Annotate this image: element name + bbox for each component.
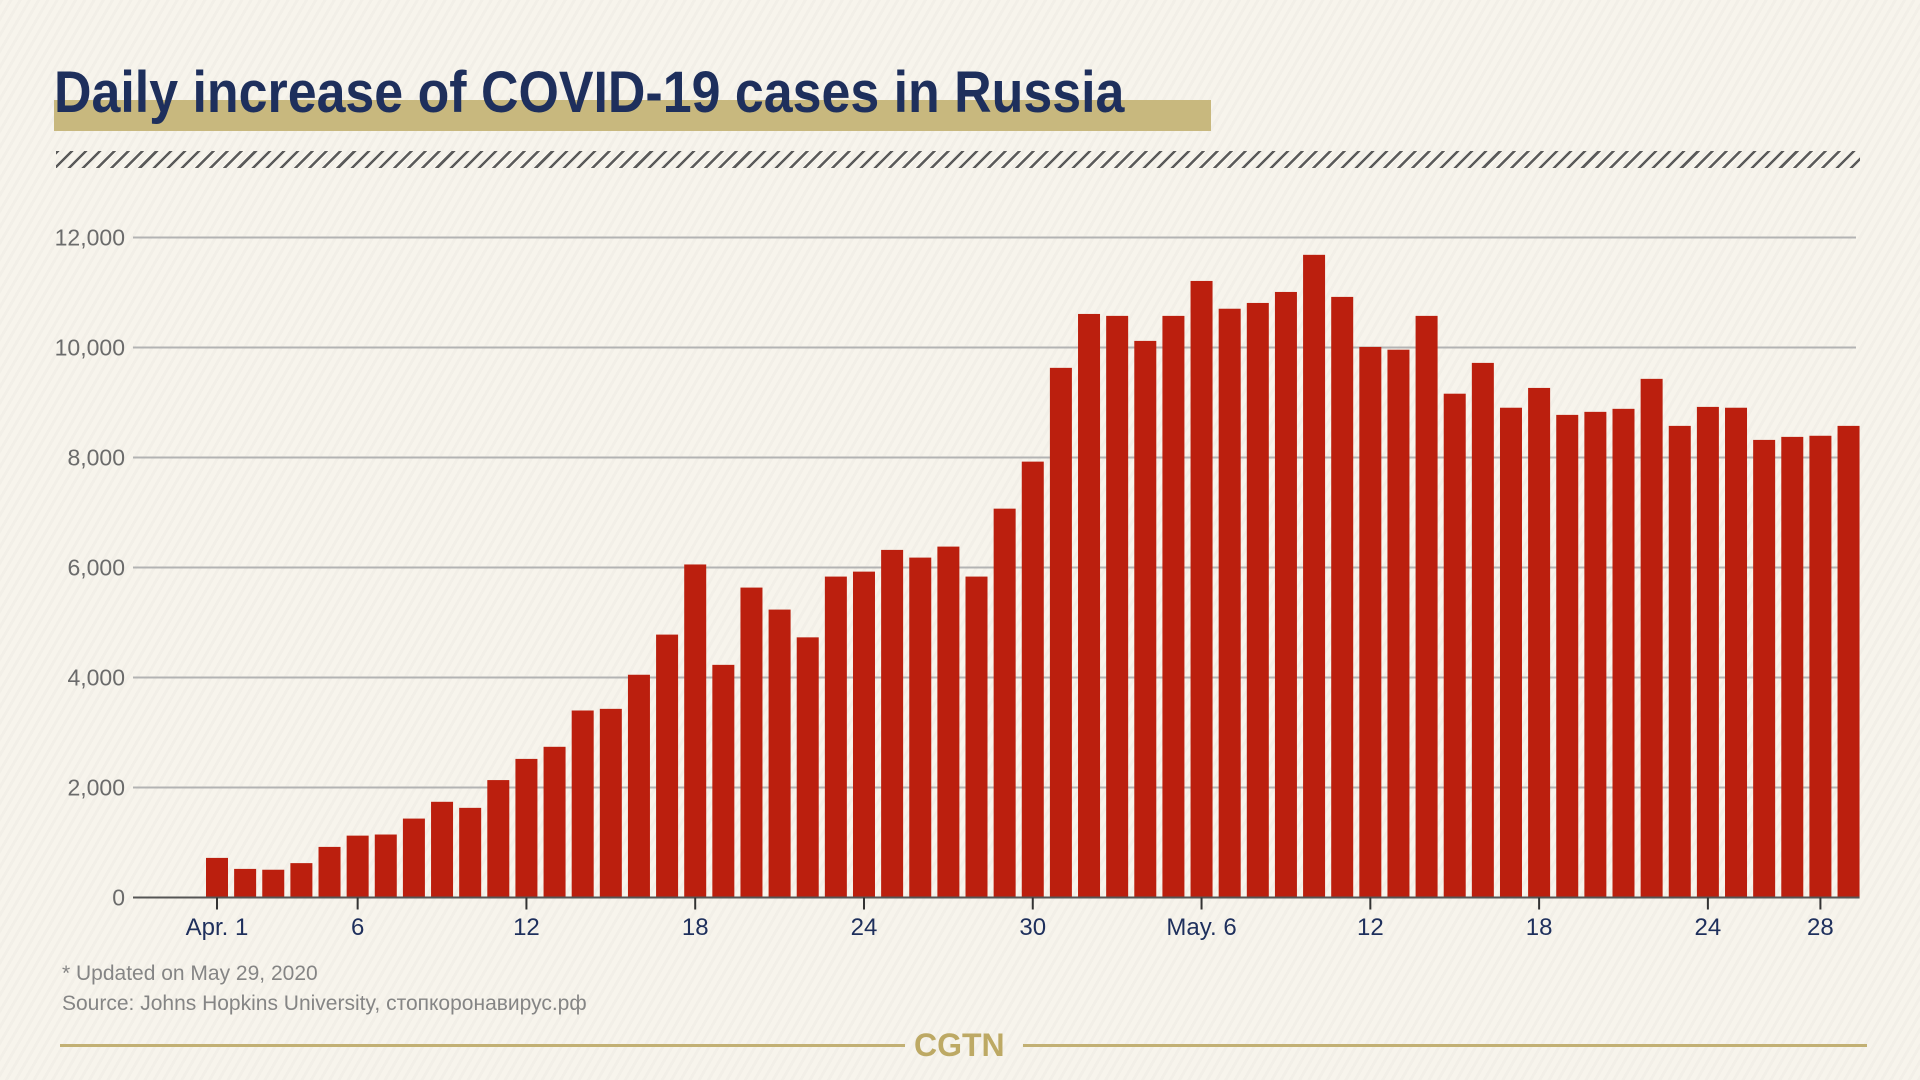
bar (1246, 302, 1269, 899)
bar (1443, 393, 1466, 899)
bar (206, 857, 228, 899)
y-tick-label: 8,000 (67, 445, 125, 471)
y-tick-label: 4,000 (67, 665, 125, 691)
footer-rule-right (1023, 1044, 1867, 1047)
bar (1134, 340, 1157, 899)
bar (1106, 315, 1129, 899)
footer-rule-left (60, 1044, 905, 1047)
bar (993, 508, 1016, 899)
y-tick-label: 12,000 (55, 225, 125, 251)
bar (1274, 291, 1297, 899)
bar (1556, 414, 1579, 899)
bar (487, 780, 510, 899)
bar (1415, 315, 1438, 899)
bar (881, 549, 904, 899)
bar (1640, 378, 1663, 899)
y-axis-labels: 0 2,000 4,000 6,000 8,000 10,000 12,000 (55, 225, 125, 911)
x-tick-label: 12 (513, 914, 540, 941)
bar (1021, 461, 1044, 899)
bar (1809, 435, 1832, 899)
bar (937, 546, 960, 899)
y-tick-label: 6,000 (67, 555, 125, 581)
bar (234, 868, 257, 899)
bar (1612, 408, 1635, 899)
bar (1218, 308, 1241, 899)
bar (1528, 387, 1551, 899)
x-tick-label: 28 (1807, 914, 1834, 941)
bar (627, 674, 650, 899)
x-tick-label: May. 6 (1166, 914, 1236, 941)
bar (599, 708, 622, 899)
bar (796, 637, 819, 899)
bar (290, 863, 313, 899)
bar (1162, 315, 1185, 899)
bar (1725, 407, 1748, 899)
chart-title: Daily increase of COVID-19 cases in Russ… (54, 60, 1125, 125)
bar (1387, 349, 1410, 899)
update-note: * Updated on May 29, 2020 (62, 962, 318, 985)
hatched-divider (56, 151, 1860, 168)
bar (374, 834, 397, 899)
bar (909, 557, 932, 899)
bar (768, 609, 791, 899)
bar (402, 818, 425, 899)
x-tick-label: 30 (1019, 914, 1046, 941)
x-tick-label: 24 (851, 914, 878, 941)
x-tick-label: 24 (1695, 914, 1722, 941)
bar (1331, 296, 1354, 899)
bar (1499, 407, 1522, 899)
bar (1078, 313, 1101, 899)
bar (740, 587, 763, 899)
bar (1668, 425, 1691, 899)
bar (262, 869, 285, 899)
bar (1359, 346, 1382, 899)
bar (459, 807, 482, 899)
bar (965, 576, 988, 899)
bar (318, 846, 341, 899)
bar (656, 634, 679, 899)
cgtn-logo: CGTN (914, 1027, 1005, 1063)
y-tick-label: 10,000 (55, 335, 125, 361)
bar (1781, 436, 1804, 899)
x-tick-label: 12 (1357, 914, 1384, 941)
bar (1696, 406, 1719, 899)
bar (684, 564, 707, 899)
x-tick-label: 18 (1526, 914, 1553, 941)
bars (206, 254, 1860, 899)
bar (515, 758, 538, 899)
bar (1190, 280, 1213, 899)
x-axis-ticks (216, 897, 1822, 910)
bar (346, 835, 369, 899)
title-highlight-band (54, 100, 1211, 131)
bar (571, 710, 594, 899)
bar (824, 576, 847, 899)
x-tick-label: Apr. 1 (186, 914, 249, 941)
bar (1471, 362, 1494, 899)
bar (712, 664, 735, 899)
bar (1753, 439, 1776, 899)
x-tick-label: 18 (682, 914, 709, 941)
x-axis-labels: Apr. 1 6 12 18 24 30 May. 6 12 18 24 28 (186, 914, 1834, 941)
bar (1049, 367, 1072, 899)
y-tick-label: 0 (112, 885, 125, 911)
bar (1303, 254, 1326, 899)
bar (431, 801, 454, 899)
bar (1584, 411, 1607, 899)
y-tick-label: 2,000 (67, 775, 125, 801)
bar (852, 571, 875, 899)
bar (1837, 425, 1860, 899)
bar (543, 746, 566, 899)
source-note: Source: Johns Hopkins University, стопко… (62, 992, 587, 1015)
x-tick-label: 6 (351, 914, 364, 941)
